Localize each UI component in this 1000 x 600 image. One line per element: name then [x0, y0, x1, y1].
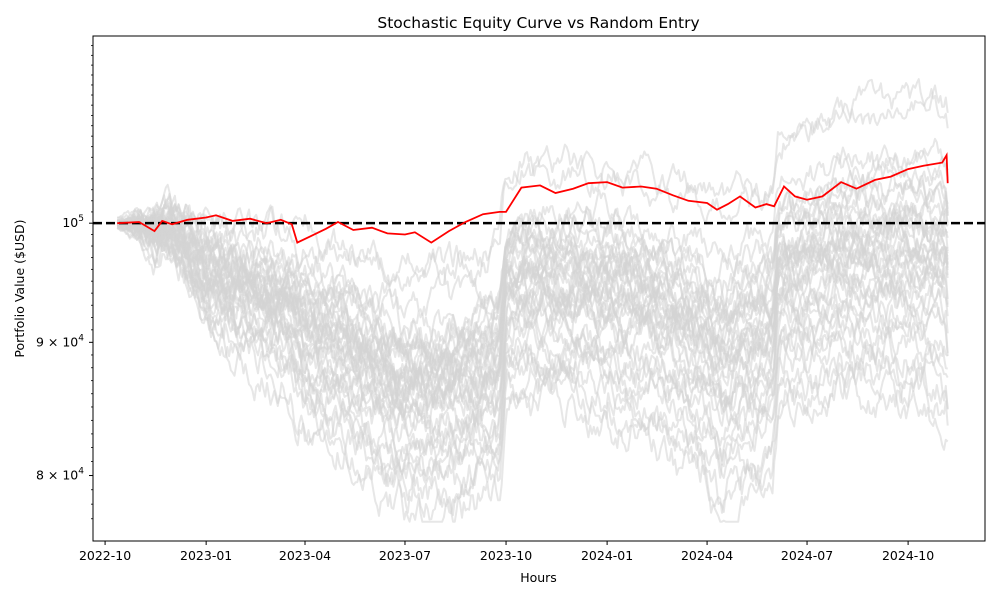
x-tick-label: 2024-07 — [781, 548, 833, 563]
random-entry-path — [116, 205, 949, 429]
chart-title: Stochastic Equity Curve vs Random Entry — [377, 14, 699, 32]
x-tick-label: 2024-04 — [681, 548, 733, 563]
random-entry-path — [116, 202, 949, 391]
x-tick-label: 2023-07 — [379, 548, 431, 563]
x-tick-label: 2023-01 — [180, 548, 232, 563]
x-axis-ticks: 2022-10 2023-01 2023-04 2023-07 2023-10 2024-… — [79, 541, 934, 563]
x-tick-label: 2024-01 — [581, 548, 633, 563]
y-tick-label: 105 — [62, 214, 84, 230]
random-entry-path — [117, 137, 949, 319]
random-entry-path — [117, 88, 949, 292]
x-axis-label: Hours — [520, 570, 557, 585]
random-entry-path — [116, 222, 949, 523]
y-tick-label: 8 × 104 — [36, 467, 84, 483]
x-tick-label: 2023-04 — [279, 548, 331, 563]
random-entry-paths — [116, 78, 949, 523]
random-entry-path — [116, 202, 949, 391]
y-axis-label: Portfolio Value ($USD) — [12, 219, 27, 357]
x-tick-label: 2024-10 — [882, 548, 934, 563]
random-entry-path — [117, 171, 949, 362]
random-entry-path — [116, 226, 949, 523]
plot-frame — [92, 35, 986, 542]
random-entry-path — [117, 78, 949, 288]
strategy-equity-line — [117, 152, 949, 244]
y-tick-label: 9 × 104 — [36, 333, 84, 349]
random-entry-path — [117, 221, 949, 476]
random-entry-path — [117, 154, 949, 362]
x-tick-label: 2022-10 — [79, 548, 131, 563]
x-tick-label: 2023-10 — [480, 548, 532, 563]
y-axis-ticks: 105 9 × 104 8 × 104 — [36, 45, 93, 520]
